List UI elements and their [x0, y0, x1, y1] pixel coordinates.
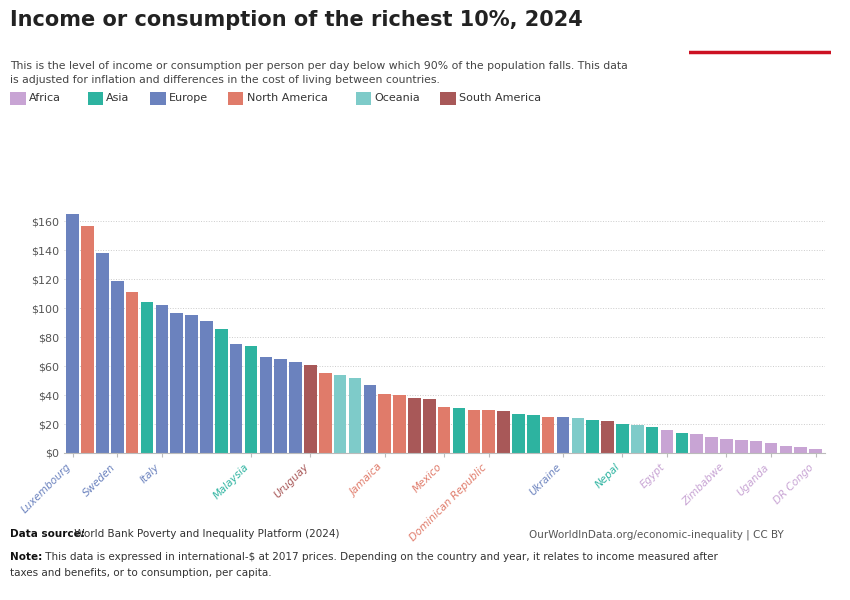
Bar [185, 316, 198, 453]
Bar [245, 346, 258, 453]
Bar [200, 321, 212, 453]
Bar [364, 385, 377, 453]
Bar [646, 427, 659, 453]
Bar [111, 281, 123, 453]
Bar [126, 292, 139, 453]
Bar [541, 417, 554, 453]
Bar [483, 410, 495, 453]
Bar [96, 253, 109, 453]
Text: Data source:: Data source: [10, 529, 85, 539]
Bar [215, 329, 228, 453]
Text: Note:: Note: [10, 552, 43, 562]
Bar [616, 424, 629, 453]
Bar [765, 443, 777, 453]
Bar [334, 375, 347, 453]
Bar [348, 378, 361, 453]
Bar [230, 344, 242, 453]
Text: This data is expressed in international-$ at 2017 prices. Depending on the count: This data is expressed in international-… [42, 552, 718, 562]
Bar [660, 430, 673, 453]
Bar [453, 408, 465, 453]
Text: North America: North America [246, 94, 327, 103]
Bar [319, 373, 332, 453]
Bar [468, 410, 480, 453]
Bar [795, 447, 807, 453]
Bar [690, 434, 703, 453]
Bar [586, 420, 599, 453]
Bar [259, 358, 272, 453]
Bar [601, 421, 614, 453]
Bar [497, 411, 510, 453]
Bar [82, 226, 94, 453]
Text: World Bank Poverty and Inequality Platform (2024): World Bank Poverty and Inequality Platfo… [71, 529, 339, 539]
Bar [779, 446, 792, 453]
Text: Asia: Asia [106, 94, 129, 103]
Text: OurWorldInData.org/economic-inequality | CC BY: OurWorldInData.org/economic-inequality |… [529, 529, 784, 540]
Text: Africa: Africa [29, 94, 61, 103]
Bar [378, 394, 391, 453]
Text: South America: South America [459, 94, 541, 103]
Bar [750, 442, 762, 453]
Bar [631, 425, 643, 453]
Bar [275, 359, 287, 453]
Text: is adjusted for inflation and differences in the cost of living between countrie: is adjusted for inflation and difference… [10, 75, 440, 85]
Text: This is the level of income or consumption per person per day below which 90% of: This is the level of income or consumpti… [10, 61, 628, 71]
Text: Europe: Europe [169, 94, 208, 103]
Bar [289, 362, 302, 453]
Text: taxes and benefits, or to consumption, per capita.: taxes and benefits, or to consumption, p… [10, 568, 272, 578]
Bar [438, 407, 450, 453]
Bar [408, 398, 421, 453]
Bar [66, 214, 79, 453]
Bar [571, 418, 584, 453]
Bar [706, 437, 718, 453]
Bar [735, 440, 748, 453]
Bar [512, 414, 524, 453]
Bar [304, 365, 317, 453]
Bar [527, 415, 540, 453]
Bar [423, 400, 435, 453]
Bar [676, 433, 688, 453]
Bar [394, 395, 405, 453]
Text: Oceania: Oceania [374, 94, 420, 103]
Text: Income or consumption of the richest 10%, 2024: Income or consumption of the richest 10%… [10, 10, 583, 30]
Bar [170, 313, 183, 453]
Text: Our World: Our World [728, 17, 791, 27]
Bar [140, 302, 153, 453]
Bar [557, 417, 570, 453]
Bar [809, 449, 822, 453]
Bar [720, 439, 733, 453]
Text: in Data: in Data [738, 34, 782, 44]
Bar [156, 305, 168, 453]
